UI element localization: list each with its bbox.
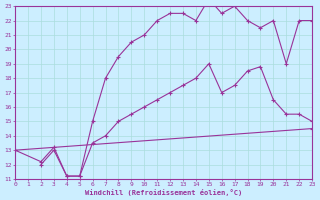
X-axis label: Windchill (Refroidissement éolien,°C): Windchill (Refroidissement éolien,°C) bbox=[85, 189, 242, 196]
